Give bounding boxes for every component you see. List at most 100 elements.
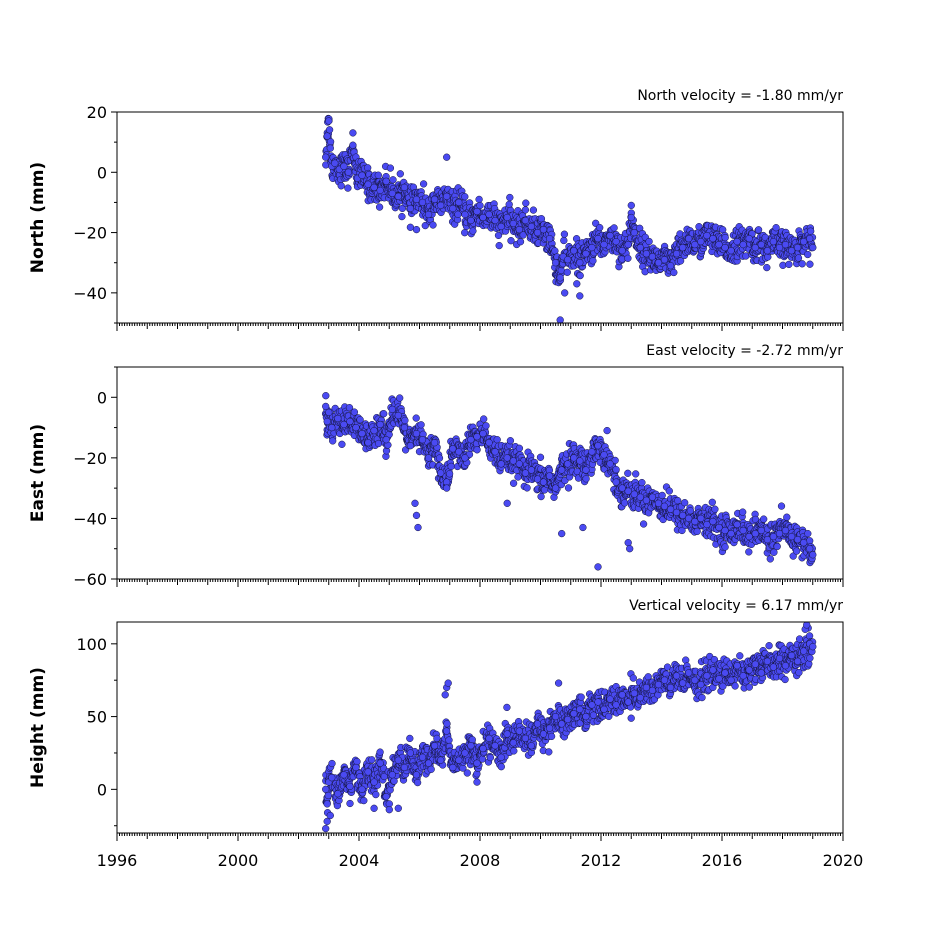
data-point xyxy=(783,513,791,521)
data-point xyxy=(624,469,632,477)
data-point xyxy=(806,545,814,553)
outlier-point xyxy=(579,523,587,532)
data-point xyxy=(349,141,357,149)
east-y-axis-label: East (mm) xyxy=(28,424,48,522)
data-point xyxy=(515,444,524,452)
data-point xyxy=(419,180,428,188)
data-point xyxy=(521,216,530,225)
data-point xyxy=(476,201,484,210)
data-point xyxy=(350,408,359,416)
y-tick-label: 0 xyxy=(97,388,107,407)
outlier-point xyxy=(626,545,634,553)
data-point xyxy=(685,514,693,523)
data-point xyxy=(376,748,384,756)
data-point xyxy=(522,199,530,207)
data-point xyxy=(437,201,445,210)
data-point xyxy=(364,439,372,447)
data-point xyxy=(715,240,723,249)
data-point xyxy=(380,410,388,418)
data-point xyxy=(396,394,404,402)
data-point xyxy=(400,183,409,192)
data-point xyxy=(345,404,354,412)
data-point xyxy=(606,231,614,240)
data-point xyxy=(510,747,518,755)
data-point xyxy=(642,250,651,258)
data-point xyxy=(523,484,531,492)
data-point xyxy=(570,247,578,255)
data-point xyxy=(412,414,420,422)
data-point xyxy=(473,433,481,441)
data-point xyxy=(563,268,571,276)
data-point xyxy=(775,529,784,538)
data-point xyxy=(660,502,669,510)
data-point xyxy=(406,223,415,231)
data-point xyxy=(570,454,578,462)
data-point xyxy=(443,192,451,201)
data-point xyxy=(447,462,455,471)
y-tick-label: −60 xyxy=(73,570,107,589)
data-point xyxy=(682,656,690,664)
data-point xyxy=(787,532,796,541)
data-point xyxy=(509,219,517,228)
data-point xyxy=(424,210,433,219)
data-point xyxy=(485,210,493,219)
data-point xyxy=(763,247,772,255)
data-point xyxy=(533,475,542,483)
data-point xyxy=(514,473,522,481)
data-point xyxy=(636,493,644,501)
data-point xyxy=(494,231,503,240)
data-point xyxy=(491,448,499,456)
data-point xyxy=(473,207,481,216)
data-point xyxy=(600,451,608,459)
data-point xyxy=(374,171,382,179)
data-point xyxy=(430,195,439,204)
data-point xyxy=(394,192,402,201)
outlier-point xyxy=(594,563,602,571)
data-point xyxy=(781,240,790,249)
data-point xyxy=(455,448,463,456)
north-velocity-title: North velocity = -1.80 mm/yr xyxy=(637,88,843,104)
data-point xyxy=(376,186,384,195)
data-point xyxy=(660,256,669,264)
data-point xyxy=(398,212,406,221)
data-point xyxy=(589,257,597,265)
data-point xyxy=(772,224,780,232)
data-point xyxy=(576,259,584,267)
data-point xyxy=(763,535,772,544)
data-point xyxy=(527,466,536,474)
data-point xyxy=(806,537,814,545)
data-point xyxy=(654,499,663,507)
outlier-point xyxy=(603,426,611,435)
data-point xyxy=(331,159,339,167)
data-point xyxy=(809,551,817,559)
data-point xyxy=(708,498,716,506)
data-point xyxy=(711,505,719,513)
data-point xyxy=(715,523,723,532)
outlier-point xyxy=(414,523,422,532)
data-point xyxy=(322,402,330,411)
data-point xyxy=(785,260,793,269)
data-point xyxy=(804,250,812,259)
data-point xyxy=(588,448,596,456)
data-point xyxy=(731,682,739,690)
data-point xyxy=(630,228,638,237)
data-point xyxy=(789,552,797,560)
data-point xyxy=(806,234,814,243)
data-point xyxy=(388,189,396,198)
data-point xyxy=(672,508,681,517)
outlier-point xyxy=(411,499,419,507)
data-point xyxy=(533,228,542,237)
data-point xyxy=(582,466,590,474)
data-point xyxy=(349,129,357,137)
data-point xyxy=(666,262,675,270)
data-point xyxy=(353,757,361,766)
data-point xyxy=(733,237,741,246)
data-point xyxy=(594,442,602,450)
data-point xyxy=(382,177,390,185)
data-point xyxy=(693,527,701,536)
data-point xyxy=(325,117,333,125)
data-point xyxy=(356,416,364,424)
